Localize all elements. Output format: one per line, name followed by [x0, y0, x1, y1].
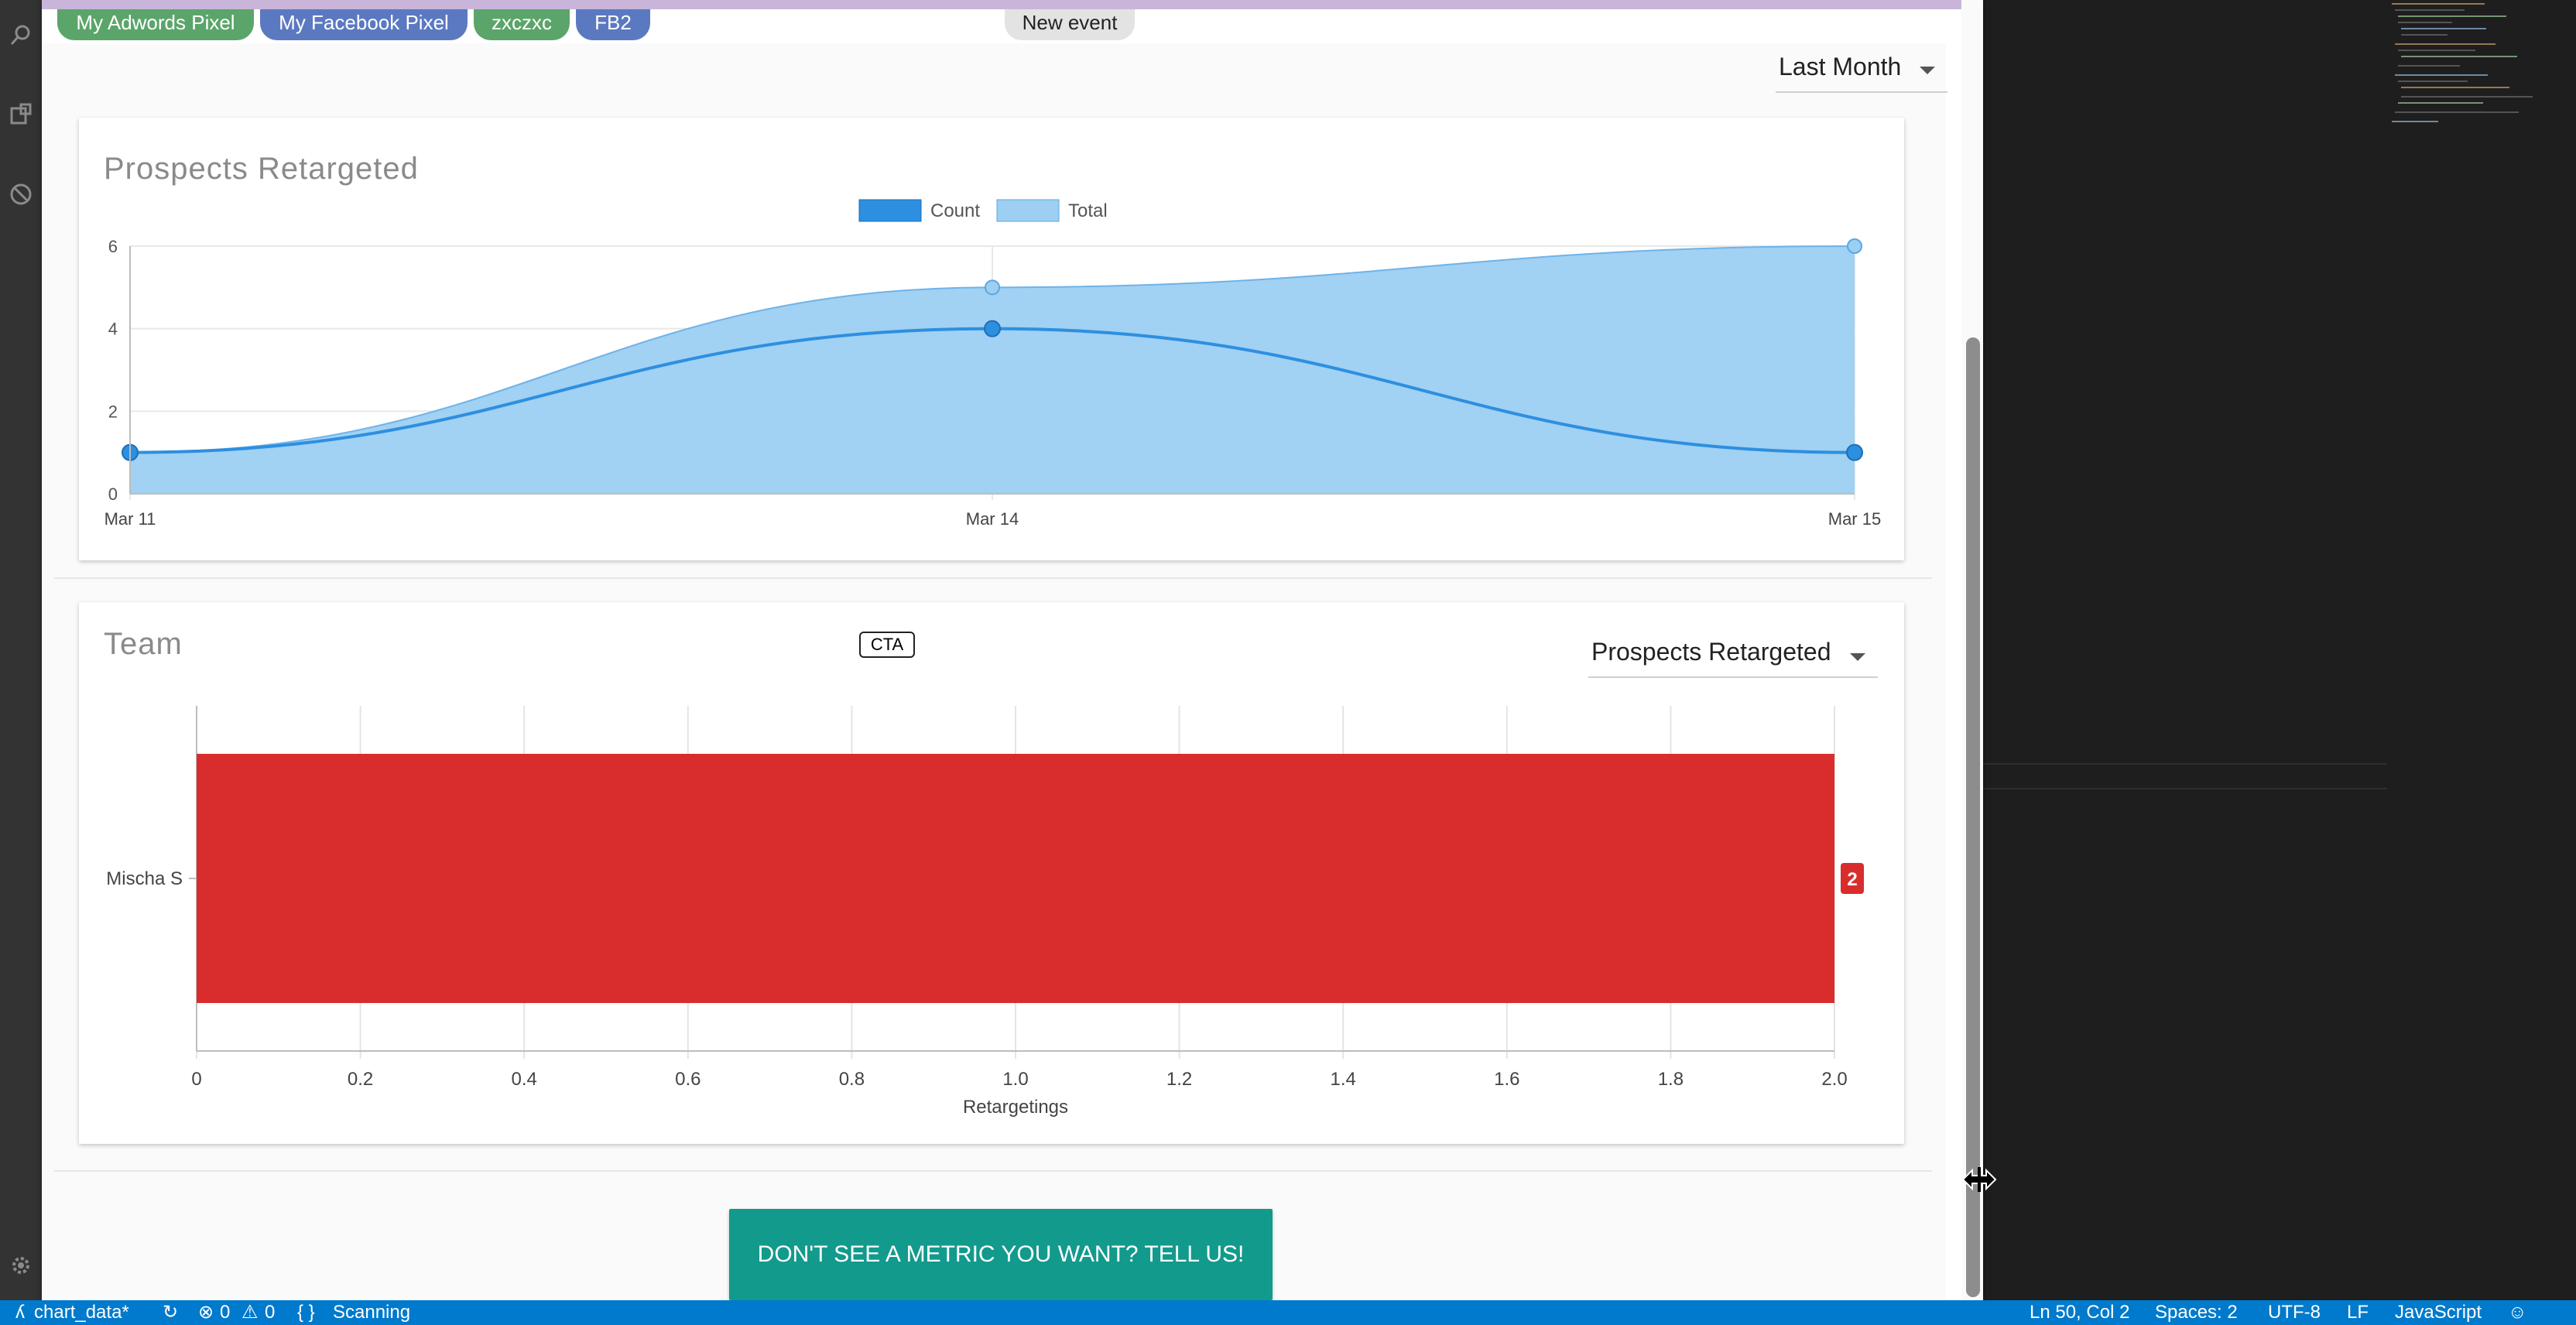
request-metric-button[interactable]: DON'T SEE A METRIC YOU WANT? TELL US!	[729, 1209, 1273, 1300]
x-tick-label: 2.0	[1821, 1069, 1847, 1090]
y-tick-label: 0	[108, 484, 118, 504]
browser-window: My Adwords Pixel My Facebook Pixel zxczx…	[42, 0, 1983, 1300]
period-select[interactable]: Last Month	[1776, 48, 1947, 93]
x-tick-label: Mar 14	[966, 509, 1019, 529]
x-tick-label: 0.6	[675, 1069, 701, 1090]
activity-bar	[0, 0, 42, 1300]
editor-divider	[1983, 763, 2387, 765]
new-event-chip[interactable]: New event	[1005, 9, 1135, 40]
status-encoding[interactable]: UTF-8	[2268, 1302, 2321, 1323]
section-divider	[54, 1170, 1932, 1172]
total-area	[130, 246, 1855, 494]
x-tick-label: 0.8	[839, 1069, 865, 1090]
status-language[interactable]: JavaScript	[2395, 1302, 2482, 1323]
editor-divider	[1983, 788, 2387, 789]
x-tick-label: 1.8	[1658, 1069, 1684, 1090]
data-label: 2	[1847, 869, 1857, 890]
sync-icon[interactable]: ↻	[163, 1302, 179, 1323]
metric-select[interactable]: Prospects Retargeted	[1588, 633, 1878, 678]
tag-chip[interactable]: My Facebook Pixel	[260, 9, 468, 40]
card-title: Team	[104, 627, 183, 661]
legend-swatch-total	[996, 199, 1060, 222]
tag-chip[interactable]: zxczxc	[474, 9, 570, 40]
braces-icon: { }	[297, 1302, 315, 1323]
scrollbar-thumb[interactable]	[1966, 337, 1980, 1297]
status-errors[interactable]: 0	[220, 1302, 231, 1323]
prospects-line-chart: 0 2 4 6 Mar 11 Mar 14 Mar 15 Count Total	[104, 199, 1881, 529]
status-eol[interactable]: LF	[2347, 1302, 2369, 1323]
y-tick-label: 2	[108, 402, 118, 421]
editor-minimap[interactable]	[2384, 0, 2539, 132]
y-tick-label: 6	[108, 237, 118, 256]
x-tick-label: 1.2	[1166, 1069, 1192, 1090]
branch-icon[interactable]: ʎ	[15, 1302, 25, 1323]
section-divider	[54, 577, 1932, 579]
bar	[197, 754, 1834, 1003]
x-tick-label: Mar 15	[1828, 509, 1881, 529]
feedback-icon[interactable]: ☺	[2508, 1302, 2527, 1323]
count-point	[1846, 443, 1863, 461]
errors-icon[interactable]: ⊗	[198, 1302, 214, 1323]
team-card: Team CTA Prospects Retargeted 0 0.2 0.4 0.6…	[79, 602, 1904, 1144]
status-bar: ʎ chart_data* ↻ ⊗ 0 ⚠ 0 { } Scanning Ln …	[0, 1300, 2576, 1325]
settings-gear-icon[interactable]	[9, 1254, 33, 1277]
total-point	[985, 279, 1000, 296]
y-category-label: Mischa S	[106, 868, 183, 889]
x-tick-label: 1.4	[1331, 1069, 1356, 1090]
x-tick-label: 0.2	[348, 1069, 373, 1090]
status-position[interactable]: Ln 50, Col 2	[2030, 1302, 2130, 1323]
status-spaces[interactable]: Spaces: 2	[2155, 1302, 2238, 1323]
cta-badge[interactable]: CTA	[859, 632, 915, 658]
warnings-icon[interactable]: ⚠	[242, 1302, 259, 1323]
legend-swatch-count	[858, 199, 922, 222]
legend-label-total: Total	[1068, 200, 1108, 221]
tag-chip[interactable]: FB2	[576, 9, 650, 40]
x-tick-label: Mar 11	[104, 509, 156, 529]
debug-icon[interactable]	[9, 183, 33, 206]
x-tick-label: 1.6	[1494, 1069, 1519, 1090]
team-bar-chart: 0 0.2 0.4 0.6 0.8 1.0 1.2 1.4 1.6 1.8 2.0 Mischa S 2…	[106, 706, 1864, 1118]
tag-chip[interactable]: My Adwords Pixel	[57, 9, 254, 40]
extensions-icon[interactable]	[9, 102, 33, 125]
search-icon[interactable]	[9, 23, 33, 46]
resize-cursor-icon	[1961, 1167, 1997, 1192]
metric-select-value: Prospects Retargeted	[1591, 638, 1831, 666]
x-tick-label: 0	[191, 1069, 201, 1090]
count-point	[984, 320, 1001, 337]
card-title: Prospects Retargeted	[104, 152, 419, 186]
tags-row: My Adwords Pixel My Facebook Pixel zxczx…	[42, 9, 1946, 43]
period-select-value: Last Month	[1779, 53, 1902, 80]
total-point	[1847, 238, 1862, 254]
prospects-retargeted-card: Prospects Retargeted 0 2 4 6 Mar 11 Mar 14 Mar…	[79, 118, 1904, 560]
x-axis-label: Retargetings	[963, 1097, 1068, 1118]
window-top-strip	[42, 0, 1983, 9]
chevron-down-icon	[1920, 67, 1935, 74]
y-tick-label: 4	[108, 320, 118, 339]
x-tick-label: 0.4	[512, 1069, 537, 1090]
status-warnings[interactable]: 0	[265, 1302, 276, 1323]
status-scanning: Scanning	[333, 1302, 411, 1323]
status-branch[interactable]: chart_data*	[34, 1302, 129, 1323]
dashboard-content: My Adwords Pixel My Facebook Pixel zxczx…	[42, 9, 1947, 1300]
data-label-badge	[1841, 863, 1864, 894]
chevron-down-icon	[1850, 653, 1865, 661]
x-tick-label: 1.0	[1002, 1069, 1028, 1090]
legend-label-count: Count	[930, 200, 980, 221]
